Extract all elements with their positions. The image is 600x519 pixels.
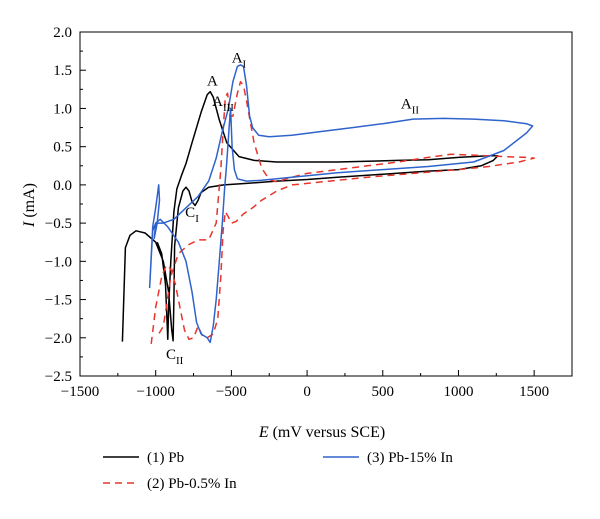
x-tick-label: −1500 — [61, 384, 99, 400]
y-tick-label: −1.0 — [45, 254, 72, 270]
x-tick-label: 0 — [303, 384, 311, 400]
plot-frame — [79, 31, 573, 377]
peak-label: CII — [166, 347, 184, 367]
legend-label-3: (3) Pb-15% In — [367, 450, 453, 466]
peak-label: AII — [401, 96, 420, 116]
y-tick-label: 1.0 — [53, 101, 72, 117]
peak-annotations: AI A AIII AII CI CII — [166, 51, 419, 368]
legend-label-1: (1) Pb — [147, 450, 184, 466]
axes-frame: −1500 −1000 −500 0 500 1000 1500 −2.5 −2.0 −1.5 −1… — [45, 25, 573, 400]
y-tick-label: 1.5 — [53, 63, 72, 79]
series-line-2 — [150, 80, 535, 344]
peak-label: CI — [185, 205, 199, 225]
x-tick-label: −1000 — [136, 384, 174, 400]
series-layer — [121, 64, 535, 344]
y-tick-label: −2.5 — [45, 369, 72, 385]
legend-label-2: (2) Pb-0.5% In — [147, 476, 237, 492]
x-axis-title: E (mV versus SCE) — [258, 424, 385, 441]
y-tick-label: −0.5 — [45, 216, 72, 232]
peak-label: A — [207, 74, 218, 90]
peak-label: AIII — [212, 94, 234, 114]
series-line-1 — [121, 90, 499, 342]
y-axis-title: I (mA) — [21, 183, 38, 228]
x-tick-label: −500 — [216, 384, 247, 400]
peak-label: AI — [232, 51, 247, 71]
legend: (1) Pb (2) Pb-0.5% In (3) Pb-15% In — [103, 450, 453, 492]
x-tick-label: 1000 — [443, 384, 473, 400]
y-tick-label: −1.5 — [45, 293, 72, 309]
x-tick-label: 500 — [372, 384, 395, 400]
y-tick-label: 0.0 — [53, 178, 72, 194]
x-tick-label: 1500 — [519, 384, 549, 400]
y-tick-label: 2.0 — [53, 25, 72, 41]
y-tick-label: 0.5 — [53, 140, 72, 156]
series-line-3 — [148, 64, 534, 344]
y-tick-label: −2.0 — [45, 331, 72, 347]
